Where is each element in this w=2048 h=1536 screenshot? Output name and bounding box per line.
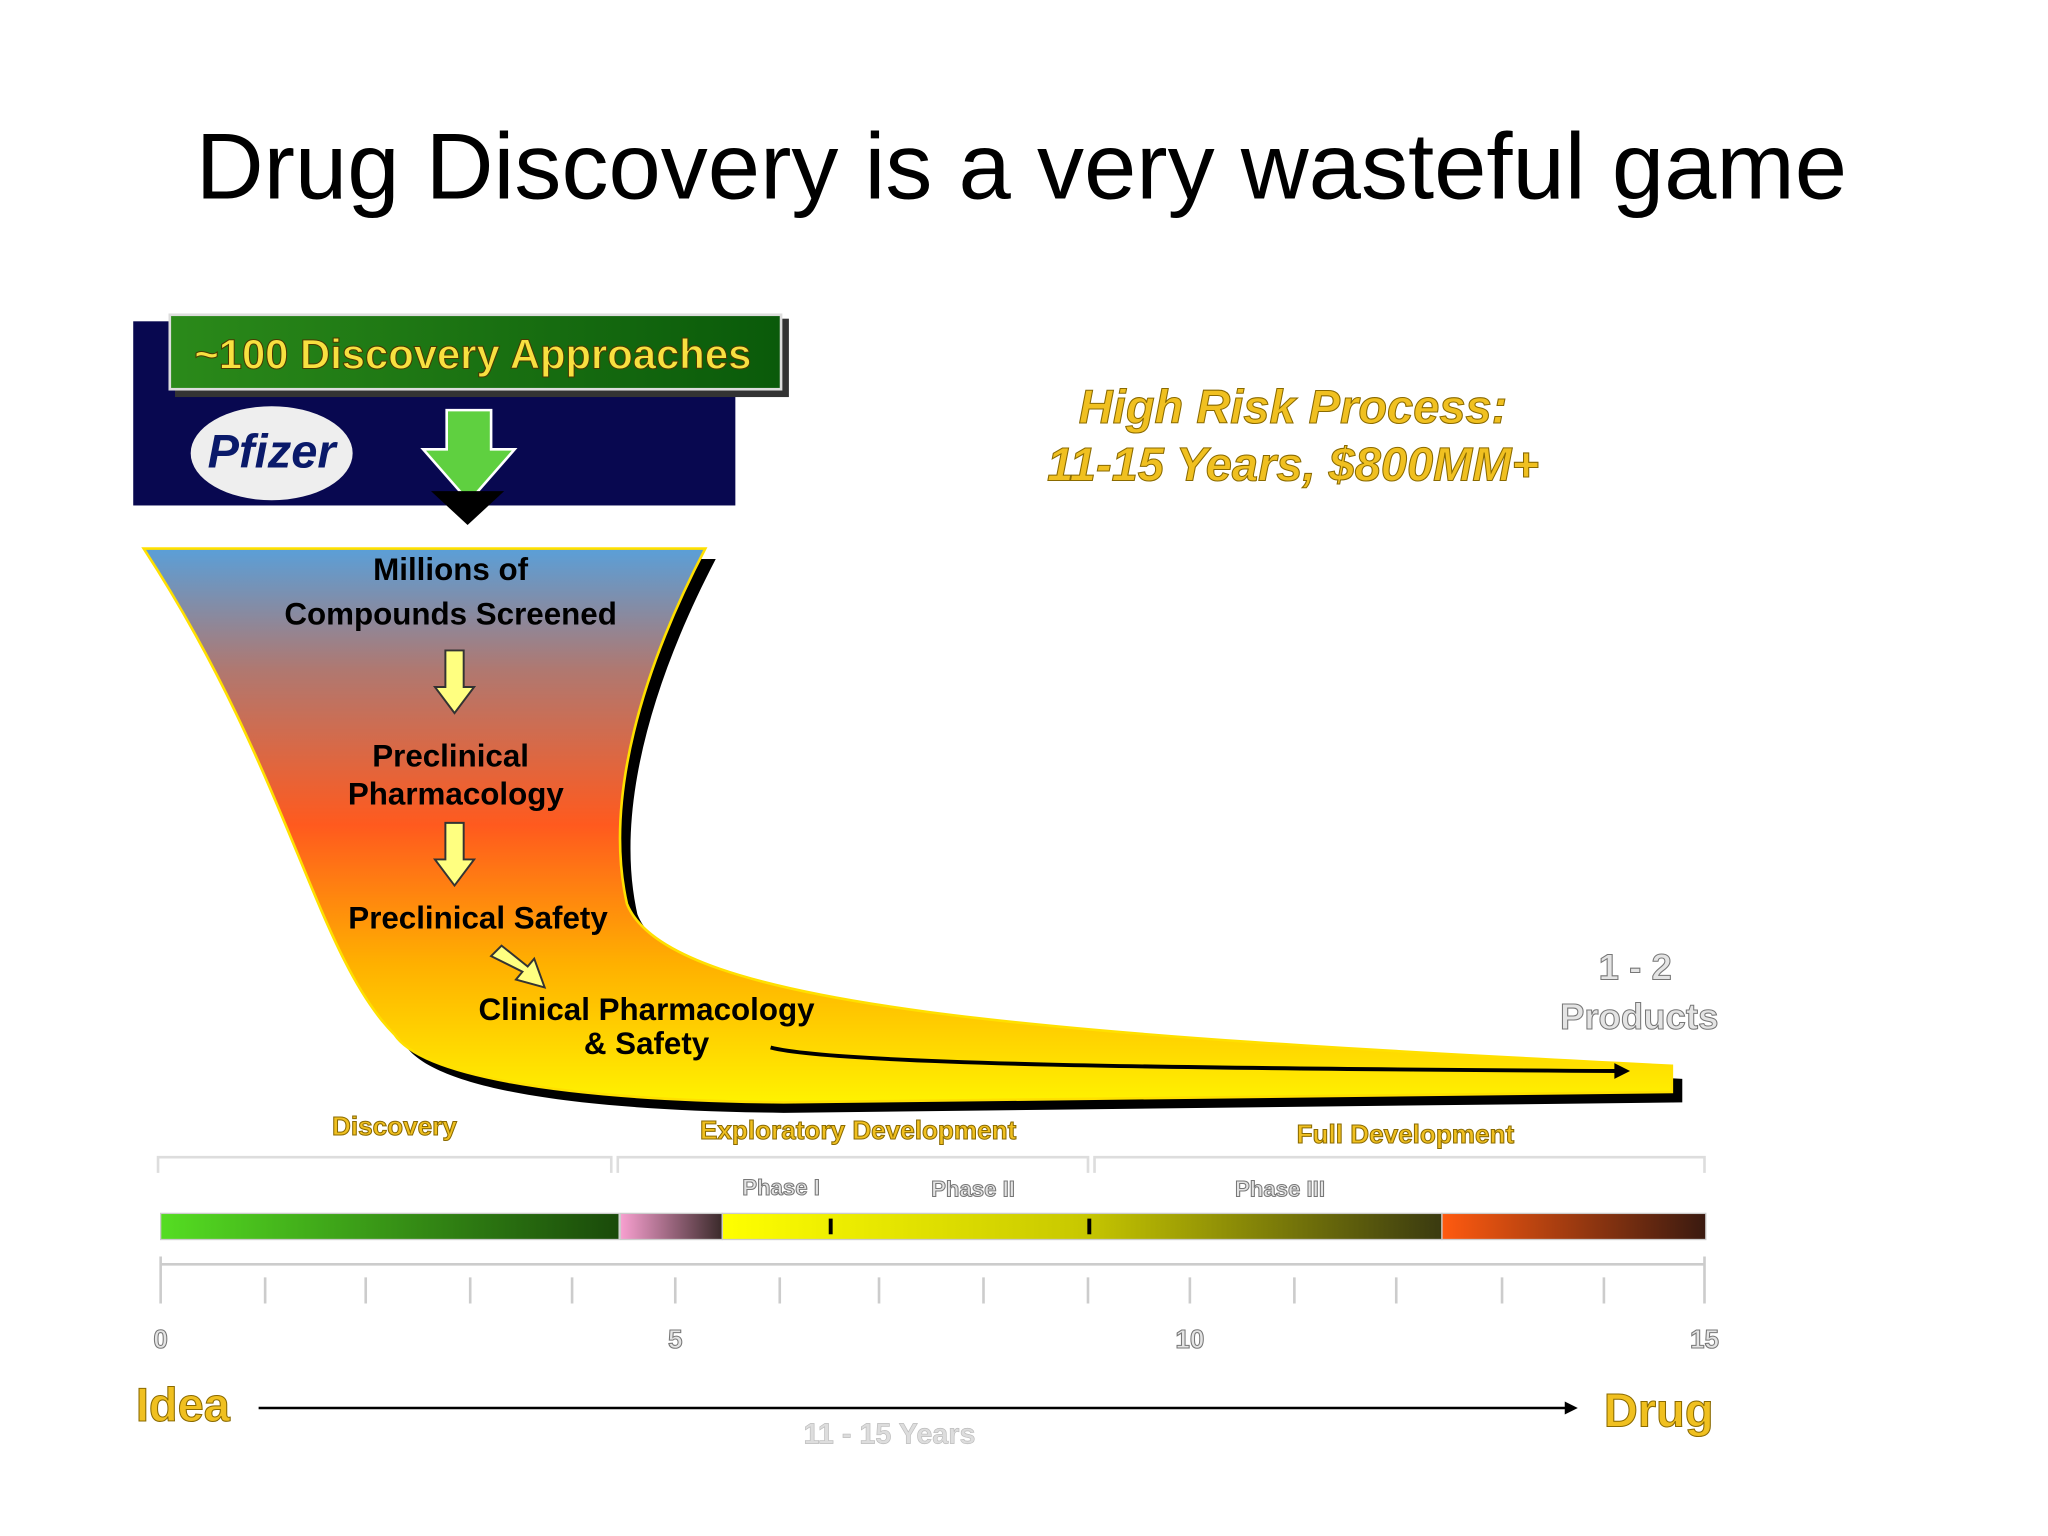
down-arrow	[420, 408, 518, 504]
timeline-segment	[619, 1212, 723, 1241]
tick-label: 0	[153, 1324, 168, 1354]
risk-line-2: 11-15 Years, $800MM+	[1047, 438, 1539, 491]
flow-arrow-head	[1614, 1063, 1631, 1079]
subphase-label: Phase II	[931, 1176, 1015, 1201]
stage-text: Preclinical Safety	[348, 901, 608, 936]
bracket	[156, 1155, 613, 1173]
stage-text: & Safety	[584, 1026, 710, 1061]
start-label: Idea	[136, 1378, 231, 1431]
stage-arrow	[489, 944, 547, 989]
banner-text: ~100 Discovery Approaches	[194, 330, 751, 377]
bracket	[1093, 1155, 1706, 1173]
logo-oval	[190, 406, 353, 501]
tick-label: 5	[668, 1324, 683, 1354]
stage-text: Clinical Pharmacology	[479, 992, 816, 1027]
minor-ticks	[159, 1256, 1706, 1304]
subphase-label: Phase III	[1235, 1176, 1325, 1201]
phase-label: Full Development	[1297, 1119, 1515, 1149]
tick-label: 15	[1690, 1324, 1719, 1354]
flow-arrow	[770, 1045, 1620, 1073]
timeline-segment	[721, 1212, 1443, 1241]
funnel	[141, 547, 1674, 1104]
stage-text: Compounds Screened	[284, 596, 616, 631]
logo-text: Pfizer	[208, 425, 339, 478]
stage-text: Pharmacology	[348, 777, 564, 812]
risk-line-1: High Risk Process:	[1079, 380, 1508, 433]
stage-arrow	[432, 821, 477, 888]
banner	[168, 313, 783, 391]
subphase-label: Phase I	[742, 1175, 820, 1200]
outcome-text: 1 - 2	[1599, 947, 1672, 988]
end-label: Drug	[1604, 1383, 1714, 1436]
stage-text: Millions of	[373, 552, 528, 587]
timeline-arrow-head	[1564, 1401, 1578, 1415]
arrow-tip	[431, 491, 505, 526]
timeline-segment	[160, 1212, 620, 1241]
stage-text: Preclinical	[372, 739, 529, 774]
bracket	[616, 1155, 1090, 1173]
phase-label: Discovery	[332, 1111, 457, 1141]
stage-arrow	[432, 649, 477, 715]
duration-label: 11 - 15 Years	[803, 1418, 975, 1450]
timeline-segment	[1441, 1212, 1707, 1241]
outcome-text: Products	[1560, 996, 1718, 1037]
slide-title: Drug Discovery is a very wasteful game	[196, 114, 1847, 219]
tick-label: 10	[1175, 1324, 1204, 1354]
phase-label: Exploratory Development	[700, 1115, 1017, 1145]
timeline-axis	[159, 1256, 1706, 1304]
